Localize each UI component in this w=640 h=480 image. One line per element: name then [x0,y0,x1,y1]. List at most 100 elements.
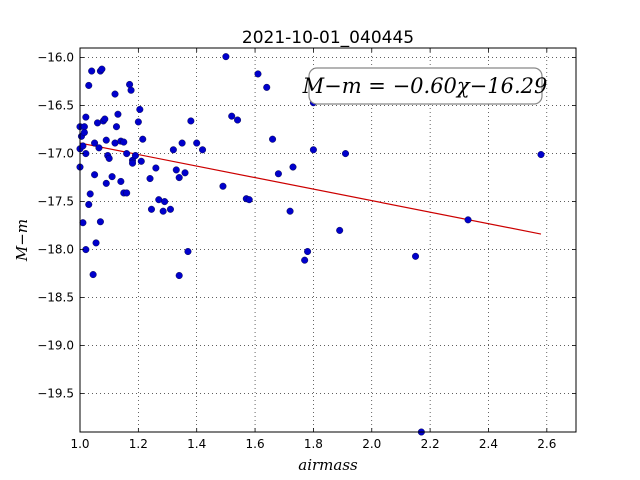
data-point [199,146,207,154]
grid-layer [79,48,576,432]
ticks-layer: 1.0 1.2 1.4 1.6 1.8 2.0 2.2 2.4 2.6 −16.0 −16.5 −17… [37,48,576,451]
fit-equation: M−m = −0.60χ−16.29 [302,74,548,98]
x-tick-label: 1.2 [129,437,148,451]
data-point [80,128,88,136]
data-point [172,166,180,174]
data-point [139,135,147,143]
data-point [304,248,312,256]
y-tick-label: −17.0 [37,147,74,161]
data-point [274,170,282,178]
data-point [82,113,90,121]
data-point [91,139,99,147]
y-tick-label: −19.5 [37,387,74,401]
data-point [336,226,344,234]
fit-line [79,142,542,235]
data-point [464,216,472,224]
data-point [102,136,110,144]
chart-title: 2021-10-01_040445 [242,28,414,48]
data-point [111,90,119,98]
data-point [136,105,144,113]
data-point [166,205,174,213]
x-tick-label: 2.4 [479,437,498,451]
data-point [159,207,167,215]
data-point [342,150,350,158]
data-point [95,144,103,152]
data-point [181,169,189,177]
data-point [126,80,134,88]
annotation-box: M−m = −0.60χ−16.29 [302,67,548,105]
data-point [88,67,96,75]
data-point [175,174,183,182]
x-tick-label: 2.0 [362,437,381,451]
y-tick-label: −16.0 [37,51,74,65]
data-point [146,175,154,183]
data-point [92,239,100,247]
data-point [112,123,120,131]
plot-frame [79,47,577,433]
y-tick-label: −19.0 [37,339,74,353]
data-point [129,159,137,167]
data-point [286,207,294,215]
data-point [222,53,230,61]
data-point [85,200,93,208]
data-point [86,190,94,198]
data-point [131,152,139,160]
data-point [94,119,102,127]
data-point [169,146,177,154]
annotation-frame [308,67,543,105]
x-tick-label: 2.2 [421,437,440,451]
data-point [117,177,125,185]
data-point [102,179,110,187]
data-point [111,139,119,147]
data-point [147,205,155,213]
x-axis-label: airmass [298,456,358,474]
data-point [537,151,545,159]
data-point [301,256,309,264]
data-point [193,139,201,147]
x-tick-label: 1.0 [70,437,89,451]
data-point [245,196,253,204]
x-tick-label: 2.6 [537,437,556,451]
data-point [289,163,297,171]
data-point [105,154,113,162]
data-point [161,198,169,206]
points-layer [76,53,545,436]
data-point [187,117,195,125]
data-point [184,248,192,256]
data-point [175,272,183,280]
data-point [155,196,163,204]
data-point [412,252,420,260]
data-point [101,115,109,123]
data-point [79,142,87,150]
x-tick-label: 1.8 [304,437,323,451]
data-point [96,218,104,226]
data-point [134,118,142,126]
data-point [91,171,99,179]
data-point [127,86,135,94]
data-point [114,110,122,118]
y-tick-label: −18.5 [37,291,74,305]
y-tick-label: −18.0 [37,243,74,257]
y-axis-label: M−m [13,219,31,262]
data-point [254,70,262,78]
y-tick-label: −17.5 [37,195,74,209]
data-point [178,139,186,147]
data-point [234,116,242,124]
data-point [269,135,277,143]
data-point [219,182,227,190]
x-tick-label: 1.4 [187,437,206,451]
data-point [89,271,97,279]
data-point [108,173,116,181]
data-point [123,150,131,158]
data-point [263,83,271,91]
data-point [98,65,106,73]
y-tick-label: −16.5 [37,99,74,113]
x-tick-label: 1.6 [246,437,265,451]
data-point [85,81,93,89]
data-point [228,112,236,120]
data-point [123,189,131,197]
data-point [137,157,145,165]
data-point [152,164,160,172]
data-point [79,219,87,227]
